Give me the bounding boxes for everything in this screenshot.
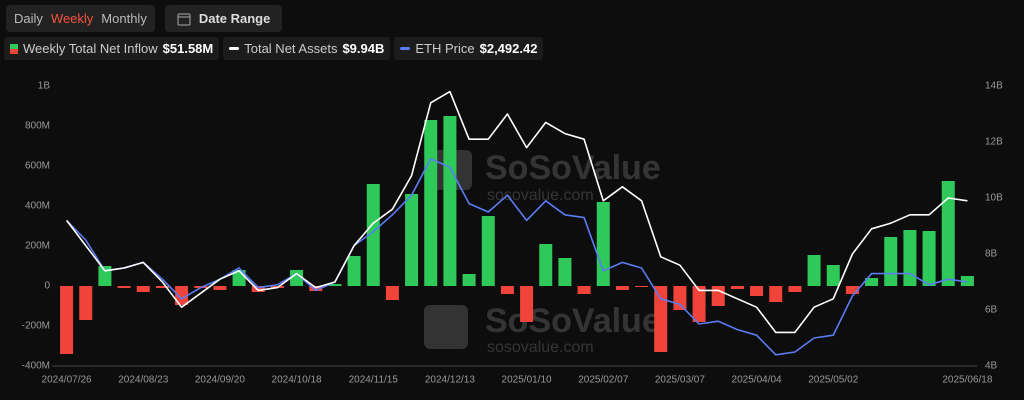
line bbox=[65, 90, 968, 334]
bar bbox=[577, 286, 591, 294]
bar bbox=[539, 244, 553, 286]
bar bbox=[98, 266, 112, 286]
legend-swatch bbox=[10, 43, 18, 54]
bar bbox=[558, 258, 572, 286]
bar bbox=[155, 286, 169, 288]
x-tick-label: 2025/01/10 bbox=[502, 375, 552, 386]
bar bbox=[251, 286, 265, 292]
x-tick-label: 2025/03/07 bbox=[655, 375, 705, 386]
legend-value: $51.58M bbox=[162, 41, 214, 56]
x-tick-label: 2025/06/18 bbox=[942, 375, 992, 386]
x-tick-label: 2025/05/02 bbox=[808, 375, 858, 386]
period-option[interactable]: Monthly bbox=[101, 11, 147, 26]
bar bbox=[328, 284, 342, 286]
y-tick-label: 200M bbox=[25, 241, 50, 252]
legend-label: Total Net Assets bbox=[244, 41, 338, 56]
bar bbox=[807, 255, 821, 286]
legend-item[interactable]: ETH Price $2,492.42 bbox=[394, 37, 544, 60]
bar bbox=[845, 286, 859, 294]
legend-item[interactable]: Weekly Total Net Inflow $51.58M bbox=[4, 37, 220, 60]
x-tick-label: 2025/02/07 bbox=[578, 375, 628, 386]
y2-tick-label: 8B bbox=[985, 249, 998, 260]
bar bbox=[462, 274, 476, 286]
bar bbox=[520, 286, 534, 322]
legend-swatch bbox=[229, 47, 240, 50]
watermark-site: sosovalue.com bbox=[487, 187, 594, 204]
y2-tick-label: 10B bbox=[985, 193, 1003, 204]
bar bbox=[481, 216, 495, 286]
bar bbox=[941, 181, 955, 286]
period-switch: Daily Weekly Monthly bbox=[6, 5, 155, 32]
legend-item[interactable]: Total Net Assets $9.94B bbox=[223, 37, 391, 60]
bar bbox=[443, 116, 457, 286]
date-range-button[interactable]: Date Range bbox=[164, 5, 283, 32]
bar bbox=[903, 230, 917, 286]
bar bbox=[692, 286, 706, 322]
y-tick-label: 0 bbox=[44, 281, 50, 292]
bar bbox=[117, 286, 131, 288]
watermark-brand: SoSoValue bbox=[485, 302, 661, 340]
x-tick-label: 2024/08/23 bbox=[118, 375, 168, 386]
bar bbox=[826, 265, 840, 286]
bar bbox=[635, 286, 649, 287]
bar bbox=[347, 256, 361, 286]
period-option[interactable]: Daily bbox=[14, 11, 43, 26]
bar bbox=[615, 286, 629, 290]
bar bbox=[769, 286, 783, 302]
x-tick-label: 2024/07/26 bbox=[42, 375, 92, 386]
bar bbox=[136, 286, 150, 292]
legend-value: $9.94B bbox=[342, 41, 385, 56]
period-option[interactable]: Weekly bbox=[50, 11, 94, 26]
bar bbox=[60, 286, 74, 354]
y2-tick-label: 14B bbox=[985, 81, 1003, 92]
bar bbox=[405, 194, 419, 286]
bar bbox=[175, 286, 189, 305]
bar bbox=[290, 270, 304, 286]
y2-tick-label: 6B bbox=[985, 305, 998, 316]
y-tick-label: 1B bbox=[38, 81, 51, 92]
bar bbox=[865, 278, 879, 286]
bar bbox=[960, 276, 974, 286]
watermark-site: sosovalue.com bbox=[487, 339, 594, 356]
bar bbox=[711, 286, 725, 306]
legend: Weekly Total Net Inflow $51.58M Total Net … bbox=[4, 37, 544, 60]
bar bbox=[750, 286, 764, 296]
x-tick-label: 2024/10/18 bbox=[272, 375, 322, 386]
y-tick-label: -400M bbox=[22, 361, 50, 372]
y2-tick-label: 12B bbox=[985, 137, 1003, 148]
bar bbox=[366, 184, 380, 286]
x-tick-label: 2024/09/20 bbox=[195, 375, 245, 386]
watermark-brand: SoSoValue bbox=[485, 149, 661, 187]
bar bbox=[884, 237, 898, 286]
bar bbox=[596, 202, 610, 286]
legend-label: ETH Price bbox=[415, 41, 475, 56]
bar bbox=[673, 286, 687, 310]
legend-value: $2,492.42 bbox=[479, 41, 538, 56]
y-tick-label: -200M bbox=[22, 321, 50, 332]
x-tick-label: 2024/11/15 bbox=[349, 375, 399, 386]
legend-swatch bbox=[400, 47, 411, 50]
y2-tick-label: 4B bbox=[985, 361, 998, 372]
x-tick-label: 2025/04/04 bbox=[732, 375, 782, 386]
bar bbox=[385, 286, 399, 300]
bar bbox=[309, 286, 323, 291]
bar bbox=[424, 120, 438, 286]
bar bbox=[730, 286, 744, 289]
y-tick-label: 800M bbox=[25, 121, 50, 132]
y-tick-label: 400M bbox=[25, 201, 50, 212]
toolbar: Daily Weekly Monthly Date Range bbox=[6, 5, 283, 32]
calendar-icon bbox=[177, 13, 191, 25]
y-tick-label: 600M bbox=[25, 161, 50, 172]
bar bbox=[79, 286, 93, 320]
bar bbox=[654, 286, 668, 352]
bar bbox=[500, 286, 514, 294]
date-range-label: Date Range bbox=[198, 11, 271, 26]
legend-label: Weekly Total Net Inflow bbox=[23, 41, 158, 56]
bar bbox=[788, 286, 802, 292]
bar bbox=[213, 286, 227, 290]
bar bbox=[922, 231, 936, 286]
x-tick-label: 2024/12/13 bbox=[425, 375, 475, 386]
